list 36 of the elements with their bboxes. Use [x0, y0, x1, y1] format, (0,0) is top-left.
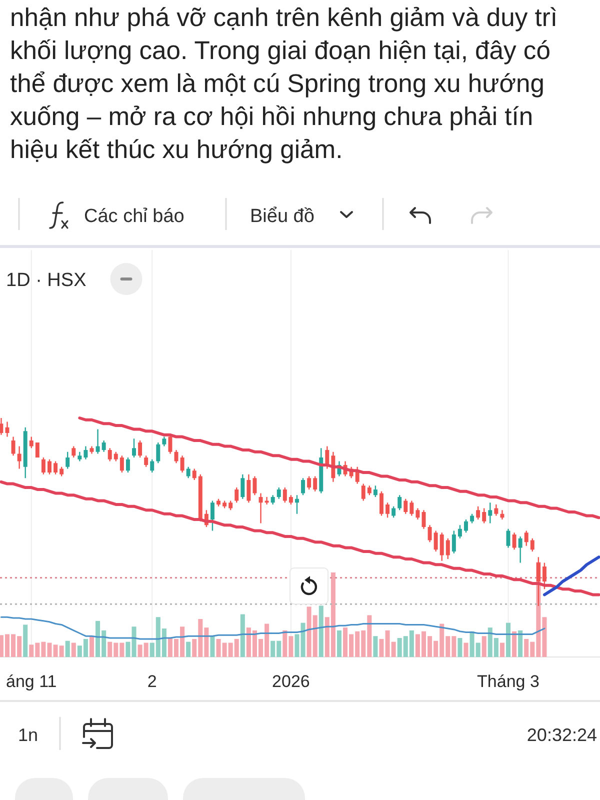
- candlestick: [264, 496, 269, 504]
- bar: [318, 606, 324, 657]
- bar: [186, 642, 191, 657]
- text: nhận như phá vỡ cạnh trên kênh giảm và duy trì khối lượng cao. Trong giai đoạn hiện tại, đây có thể được xem là một cú Spring trong xu hướng xuống – mở ra cơ hội hồi nhưng chưa phải tín hiệu kết thúc xu hướng giảm.: [10, 3, 559, 166]
- text: 20:32:24: [526, 725, 597, 745]
- chart-title: 1D · HSX: [6, 270, 87, 291]
- bar: [71, 642, 76, 657]
- x-tick-label: 2026: [272, 672, 310, 691]
- bar: [373, 636, 378, 657]
- bar: [300, 622, 306, 657]
- bar: [210, 636, 215, 657]
- candlestick: [17, 446, 22, 469]
- text: Biểu đồ: [250, 206, 314, 227]
- text: Các chỉ báo: [84, 206, 184, 227]
- bar: [294, 634, 300, 657]
- candlestick: [494, 504, 498, 516]
- x-tick-label: Tháng 3: [477, 672, 540, 691]
- bar: [23, 624, 28, 657]
- x-tick-label: áng 11: [6, 672, 57, 691]
- candlestick: [96, 429, 100, 454]
- bar: [336, 630, 342, 657]
- candlestick: [258, 493, 263, 524]
- text: 1n: [18, 725, 38, 745]
- bar: [89, 636, 94, 657]
- bar: [240, 614, 245, 657]
- bar: [518, 630, 523, 657]
- bar: [500, 642, 504, 657]
- candlestick: [78, 452, 82, 462]
- bar: [464, 642, 468, 657]
- bar: [512, 631, 517, 657]
- bar: [482, 636, 486, 657]
- bar: [506, 622, 511, 657]
- candlestick: [518, 536, 522, 563]
- bar: [65, 640, 70, 657]
- x-tick-label: 2: [147, 672, 157, 691]
- bar: [458, 638, 462, 657]
